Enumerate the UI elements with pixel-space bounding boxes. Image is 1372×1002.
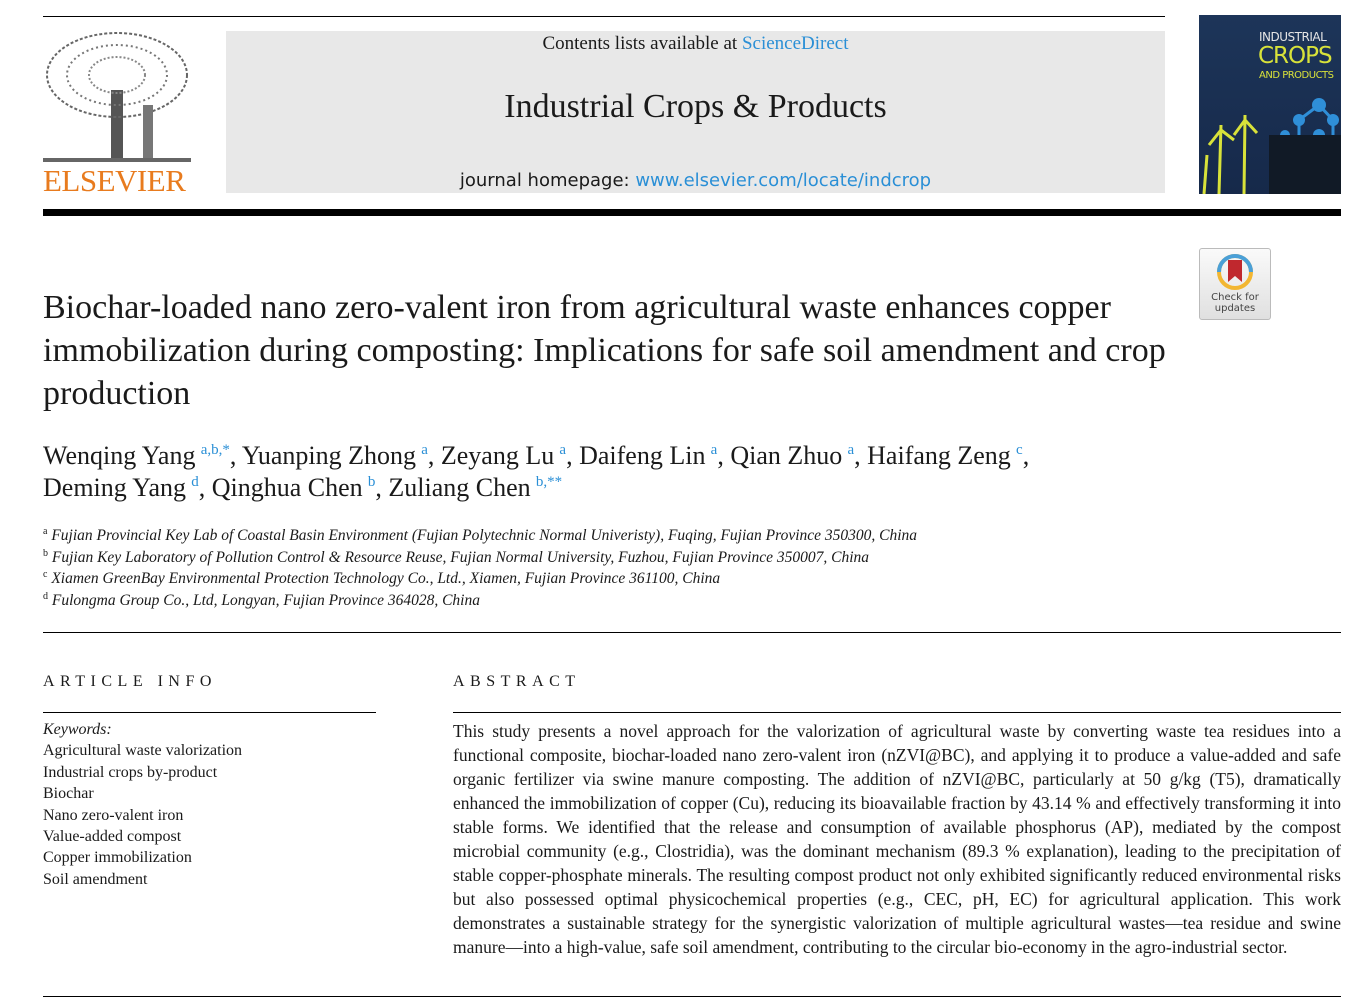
check-line2: updates xyxy=(1214,303,1256,314)
abstract-text: This study presents a novel approach for… xyxy=(453,721,1341,957)
cover-art-icon xyxy=(1202,98,1341,194)
bottom-rule xyxy=(43,996,1341,997)
author[interactable]: Qinghua Chen xyxy=(211,473,363,502)
author[interactable]: Zuliang Chen xyxy=(388,473,531,502)
sciencedirect-link[interactable]: ScienceDirect xyxy=(741,33,849,54)
homepage-line: journal homepage: www.elsevier.com/locat… xyxy=(226,170,1165,192)
keywords-block: Keywords: Agricultural waste valorizatio… xyxy=(43,719,242,890)
affiliation: b Fujian Key Laboratory of Pollution Con… xyxy=(43,547,917,569)
article-info-heading: ARTICLE INFO xyxy=(43,673,217,690)
affiliation-list: a Fujian Provincial Key Lab of Coastal B… xyxy=(43,525,917,612)
abstract-heading: ABSTRACT xyxy=(453,673,581,690)
affiliation-text: Fujian Provincial Key Lab of Coastal Bas… xyxy=(51,527,918,544)
check-for-updates-button[interactable]: Check for updates xyxy=(1199,248,1271,320)
author-affiliation-marker[interactable]: c xyxy=(1016,442,1023,458)
author[interactable]: Wenqing Yang xyxy=(43,441,196,470)
abstract-rule xyxy=(453,712,1341,713)
keyword: Soil amendment xyxy=(43,870,148,888)
masthead-thick-rule xyxy=(43,209,1341,216)
author-affiliation-marker[interactable]: b xyxy=(367,474,376,490)
contents-prefix: Contents lists available at xyxy=(542,33,742,54)
affiliation-text: Fujian Key Laboratory of Pollution Contr… xyxy=(51,548,870,566)
journal-title: Industrial Crops & Products xyxy=(504,88,887,125)
affiliation: d Fulongma Group Co., Ltd, Longyan, Fuji… xyxy=(43,590,917,612)
keyword: Industrial crops by-product xyxy=(43,763,218,781)
homepage-link[interactable]: www.elsevier.com/locate/indcrop xyxy=(635,170,932,191)
affiliation: c Xiamen GreenBay Environmental Protecti… xyxy=(43,568,917,590)
keyword: Value-added compost xyxy=(43,828,182,846)
bookmark-ribbon-icon xyxy=(1217,254,1253,290)
author-affiliation-marker[interactable]: a xyxy=(710,442,718,458)
keyword: Copper immobilization xyxy=(43,849,192,867)
author-affiliation-marker[interactable]: a xyxy=(847,442,855,458)
author-list: Wenqing Yang a,b,*, Yuanping Zhong a, Ze… xyxy=(43,441,1030,502)
top-rule xyxy=(43,16,1165,17)
author-affiliation-marker[interactable]: a xyxy=(559,442,567,458)
elsevier-wordmark: ELSEVIER xyxy=(43,163,186,198)
author[interactable]: Daifeng Lin xyxy=(579,441,706,470)
contents-line: Contents lists available at ScienceDirec… xyxy=(226,33,1165,55)
affiliation-key: c xyxy=(43,569,48,581)
section-rule xyxy=(43,632,1341,633)
author[interactable]: Qian Zhuo xyxy=(730,441,843,470)
author-affiliation-marker[interactable]: b,** xyxy=(535,474,563,490)
keyword: Agricultural waste valorization xyxy=(43,742,243,760)
journal-masthead: Contents lists available at ScienceDirec… xyxy=(226,31,1165,193)
homepage-prefix: journal homepage: xyxy=(459,170,636,191)
article-title: Biochar-loaded nano zero-valent iron fro… xyxy=(43,289,1166,412)
cover-line1: INDUSTRIAL xyxy=(1259,30,1327,44)
keyword: Nano zero-valent iron xyxy=(43,806,184,824)
elsevier-logo[interactable]: ELSEVIER xyxy=(43,30,191,198)
check-line1: Check for xyxy=(1211,292,1259,303)
journal-cover[interactable]: INDUSTRIAL CROPS AND PRODUCTS xyxy=(1199,15,1341,194)
author-affiliation-marker[interactable]: d xyxy=(191,474,199,490)
affiliation-key: d xyxy=(43,591,48,603)
author[interactable]: Haifang Zeng xyxy=(867,441,1011,470)
author[interactable]: Yuanping Zhong xyxy=(241,441,416,470)
affiliation: a Fujian Provincial Key Lab of Coastal B… xyxy=(43,525,917,547)
author-affiliation-marker[interactable]: a,b,* xyxy=(200,442,230,458)
affiliation-text: Fulongma Group Co., Ltd, Longyan, Fujian… xyxy=(51,592,480,610)
author[interactable]: Deming Yang xyxy=(43,473,187,502)
author[interactable]: Zeyang Lu xyxy=(440,441,555,470)
keywords-label: Keywords: xyxy=(43,721,112,738)
article-info-rule xyxy=(43,712,376,713)
tree-icon xyxy=(43,32,191,162)
keyword: Biochar xyxy=(43,785,94,803)
affiliation-key: a xyxy=(43,526,48,537)
cover-line3: AND PRODUCTS xyxy=(1259,70,1334,81)
affiliation-key: b xyxy=(43,547,48,559)
cover-line2: CROPS xyxy=(1258,43,1333,69)
author-affiliation-marker[interactable]: a xyxy=(421,442,428,458)
affiliation-text: Xiamen GreenBay Environmental Protection… xyxy=(51,570,721,588)
